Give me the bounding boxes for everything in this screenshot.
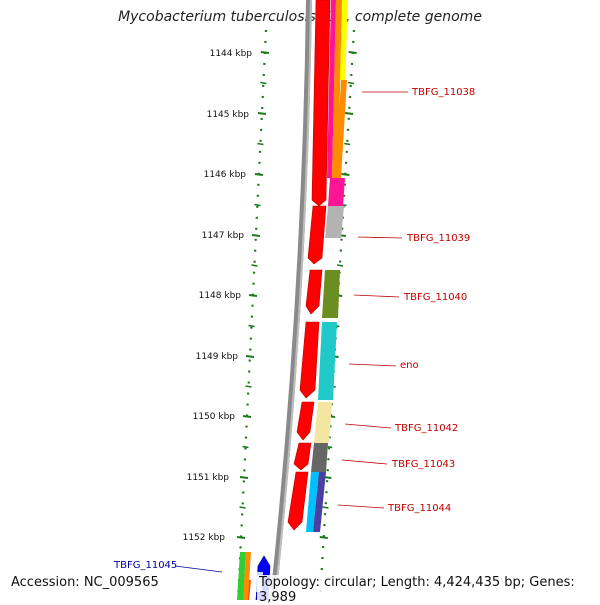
gene-label: TBFG_11043	[391, 459, 455, 470]
genome-backbone-highlight	[274, 0, 312, 600]
cog-block	[322, 270, 340, 318]
tick-label: 1150 kbp	[193, 412, 236, 422]
gene-label: TBFG_11044	[387, 503, 451, 514]
cog-block	[306, 472, 319, 532]
gene-label: TBFG_11045	[113, 560, 177, 571]
genome-backbone	[270, 0, 312, 600]
cds-feature	[305, 269, 323, 315]
leader-line	[344, 423, 392, 429]
cog-block	[313, 472, 326, 532]
major-tick-left	[254, 173, 264, 176]
accession-text: Accession: NC_009565	[9, 575, 161, 590]
minor-tick-right	[336, 264, 344, 267]
genome-summary-text: Topology: circular; Length: 4,424,435 bp…	[257, 575, 600, 605]
gene-label: TBFG_11042	[394, 423, 458, 434]
gene-label: eno	[400, 360, 419, 371]
tick-marks	[236, 51, 357, 539]
major-tick-left	[236, 536, 246, 539]
label-leaders	[337, 91, 408, 509]
minor-tick-right	[322, 506, 329, 509]
cds-feature	[311, 0, 331, 207]
minor-tick-left	[257, 142, 264, 146]
leader-line	[357, 236, 403, 239]
leader-line	[337, 504, 385, 509]
minor-tick-right	[347, 81, 354, 85]
minor-tick-left	[260, 81, 267, 85]
cog-block	[311, 443, 328, 472]
tick-label: 1145 kbp	[207, 110, 250, 120]
cog-block	[243, 552, 251, 600]
tick-label: 1147 kbp	[202, 231, 245, 241]
gene-label: TBFG_11040	[403, 292, 467, 303]
major-tick-left	[251, 234, 261, 237]
major-tick-left	[260, 51, 270, 54]
major-tick-right	[341, 173, 350, 176]
cog-block	[336, 80, 347, 178]
cog-block	[318, 322, 337, 400]
major-tick-right	[319, 536, 328, 539]
leader-line	[348, 363, 397, 367]
leader-line	[353, 294, 400, 298]
tick-label: 1148 kbp	[199, 291, 242, 301]
tick-label: 1146 kbp	[204, 170, 247, 180]
leader-line	[174, 565, 223, 573]
cds-feature	[287, 471, 309, 531]
minor-tick-left	[245, 385, 252, 388]
cog-block	[340, 0, 348, 80]
tick-label: 1152 kbp	[183, 533, 226, 543]
map-title: Mycobacterium tuberculosis F11, complete…	[118, 9, 482, 25]
cog-block	[327, 0, 336, 178]
cog-track	[237, 0, 348, 600]
tick-label: 1149 kbp	[196, 352, 239, 362]
minor-tick-left	[242, 445, 249, 449]
major-tick-left	[257, 112, 267, 115]
cds-feature	[307, 205, 327, 265]
cog-block	[332, 0, 342, 178]
major-tick-right	[348, 51, 357, 54]
cog-block	[328, 178, 345, 206]
minor-tick-left	[248, 324, 255, 328]
major-tick-left	[245, 355, 255, 358]
cds-feature	[299, 321, 320, 399]
major-tick-left	[239, 476, 249, 479]
cog-block	[314, 402, 332, 443]
cog-block	[325, 206, 344, 238]
minor-tick-left	[251, 264, 258, 267]
minor-tick-right	[344, 142, 351, 146]
leader-line	[341, 459, 388, 465]
minor-tick-left	[239, 506, 246, 509]
tick-label: 1144 kbp	[210, 49, 253, 59]
major-tick-left	[242, 415, 252, 418]
major-tick-right	[344, 112, 354, 115]
cds-track	[241, 0, 331, 600]
cds-feature	[293, 442, 312, 471]
gene-label: TBFG_11038	[411, 87, 475, 98]
major-tick-left	[248, 294, 258, 297]
gene-label: TBFG_11039	[406, 233, 470, 244]
tick-label: 1151 kbp	[187, 473, 230, 483]
minor-tick-left	[254, 203, 261, 207]
cds-feature	[296, 401, 315, 441]
